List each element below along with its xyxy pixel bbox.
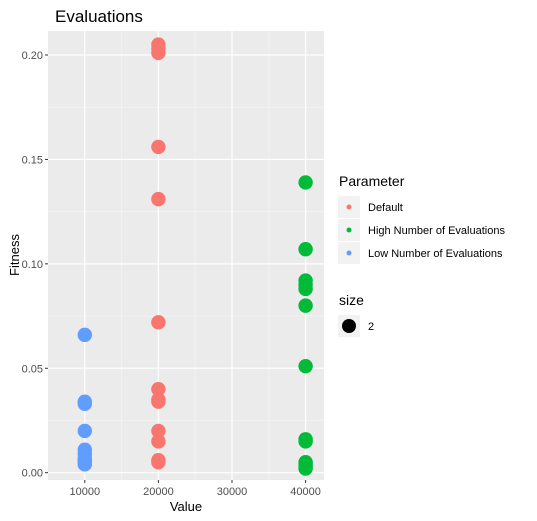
- legend-size-title: size: [339, 292, 364, 308]
- y-tick-label: 0.00: [22, 468, 43, 480]
- legend-size-label: 2: [368, 321, 374, 333]
- chart-title: Evaluations: [55, 7, 143, 26]
- y-tick-label: 0.10: [22, 259, 43, 271]
- data-point: [151, 434, 166, 449]
- plot-panel: [48, 31, 324, 480]
- grid-minor: [48, 31, 324, 480]
- y-tick-label: 0.20: [22, 50, 43, 62]
- data-points: [77, 37, 313, 476]
- x-tick-label: 10000: [70, 486, 101, 498]
- legend-color-title: Parameter: [339, 173, 405, 189]
- y-tick-label: 0.05: [22, 363, 43, 375]
- data-point: [151, 315, 166, 330]
- legend-size-swatch: [342, 319, 356, 333]
- data-point: [298, 434, 313, 449]
- legend-swatch: [346, 204, 352, 210]
- legend: Parameter Default High Number of Evaluati…: [338, 173, 505, 337]
- data-point: [151, 423, 166, 439]
- data-point: [151, 139, 166, 155]
- data-point: [298, 298, 313, 313]
- data-point: [77, 327, 93, 343]
- data-point: [77, 423, 93, 439]
- legend-swatch: [346, 227, 352, 233]
- x-tick-label: 40000: [290, 486, 321, 498]
- y-axis: 0.00 0.05 0.10 0.15 0.20: [22, 50, 48, 480]
- data-point: [298, 358, 313, 374]
- y-tick-label: 0.15: [22, 154, 43, 166]
- x-axis-title: Value: [170, 499, 202, 514]
- data-point: [151, 455, 166, 470]
- x-tick-label: 20000: [143, 486, 174, 498]
- data-point: [151, 381, 166, 397]
- legend-swatch: [346, 250, 352, 256]
- legend-items: Default High Number of Evaluations Low Num…: [338, 196, 505, 264]
- y-axis-title: Fitness: [7, 234, 22, 276]
- data-point: [151, 191, 166, 207]
- data-point: [298, 242, 313, 257]
- data-point: [298, 281, 313, 297]
- data-point: [77, 457, 93, 472]
- x-axis: 10000 20000 30000 40000: [70, 480, 321, 498]
- data-point: [77, 396, 93, 411]
- data-point: [298, 175, 313, 190]
- legend-label: Low Number of Evaluations: [368, 248, 503, 260]
- data-point: [298, 461, 313, 476]
- x-tick-label: 30000: [217, 486, 248, 498]
- legend-label: High Number of Evaluations: [368, 225, 505, 237]
- data-point: [151, 45, 166, 61]
- data-point: [151, 394, 166, 409]
- legend-label: Default: [368, 202, 403, 214]
